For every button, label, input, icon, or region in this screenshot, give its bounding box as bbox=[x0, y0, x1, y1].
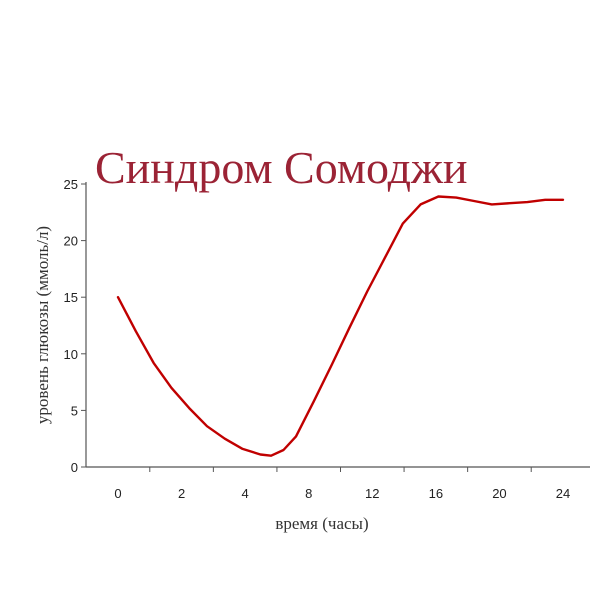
x-tick-label: 0 bbox=[114, 486, 121, 501]
y-tick-label: 10 bbox=[64, 347, 78, 362]
chart-title: Синдром Сомоджи bbox=[95, 142, 467, 193]
glucose-line bbox=[116, 195, 565, 457]
x-tick-label: 12 bbox=[365, 486, 379, 501]
y-tick-label: 20 bbox=[64, 234, 78, 249]
y-tick-label: 25 bbox=[64, 177, 78, 192]
x-tick-label: 2 bbox=[178, 486, 185, 501]
x-tick-label: 16 bbox=[429, 486, 443, 501]
y-tick-label: 5 bbox=[71, 403, 78, 418]
x-axis-label: время (часы) bbox=[275, 514, 368, 533]
x-tick-label: 4 bbox=[242, 486, 249, 501]
x-tick-label: 20 bbox=[492, 486, 506, 501]
x-ticks: 0 2 4 8 12 16 20 24 bbox=[114, 467, 570, 501]
x-tick-label: 8 bbox=[305, 486, 312, 501]
y-axis-label: уровень глюкозы (ммоль/л) bbox=[33, 226, 52, 424]
y-tick-label: 0 bbox=[71, 460, 78, 475]
x-tick-label: 24 bbox=[556, 486, 570, 501]
y-ticks: 0 5 10 15 20 25 bbox=[64, 177, 86, 475]
y-tick-label: 15 bbox=[64, 290, 78, 305]
